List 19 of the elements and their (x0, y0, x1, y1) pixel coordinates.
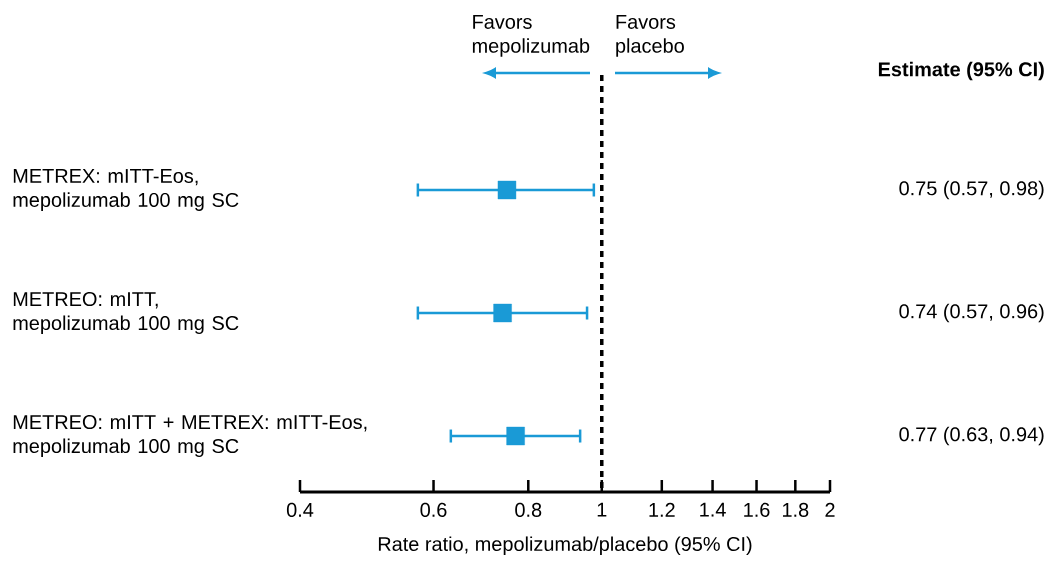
text: Estimate (95% CI) (878, 61, 1044, 81)
x-tick-label: 0.8 (515, 502, 542, 517)
data-label: 0.74 (0.57, 0.96) (899, 303, 1044, 323)
data-label: 0.75 (0.57, 0.98) (899, 180, 1044, 200)
x-tick-label: 1.8 (782, 502, 809, 517)
x-axis-title: Rate ratio, mepolizumab/placebo (95% CI) (378, 536, 752, 555)
x-tick-label: 1.2 (649, 502, 675, 517)
x-tick-label: 0.6 (420, 502, 447, 517)
x-tick-label: 2 (825, 502, 835, 517)
y-tick-label: METREO: mITT, mepolizumab 100 mg SC (13, 291, 239, 335)
x-tick-label: 1 (597, 502, 607, 517)
x-tick-label: 1.4 (700, 502, 726, 517)
x-tick-label: 1.6 (744, 502, 770, 517)
y-tick-label: METREX: mITT-Eos, mepolizumab 100 mg SC (13, 169, 239, 211)
data-label: 0.77 (0.63, 0.94) (899, 426, 1044, 446)
text: Favors mepolizumab (472, 15, 590, 57)
x-tick-label: 0.4 (286, 502, 314, 517)
y-tick-label: METREO: mITT + METREX: mITT-Eos, mepolizumab 100 mg SC (13, 415, 367, 458)
text: Favors placebo (616, 15, 684, 57)
